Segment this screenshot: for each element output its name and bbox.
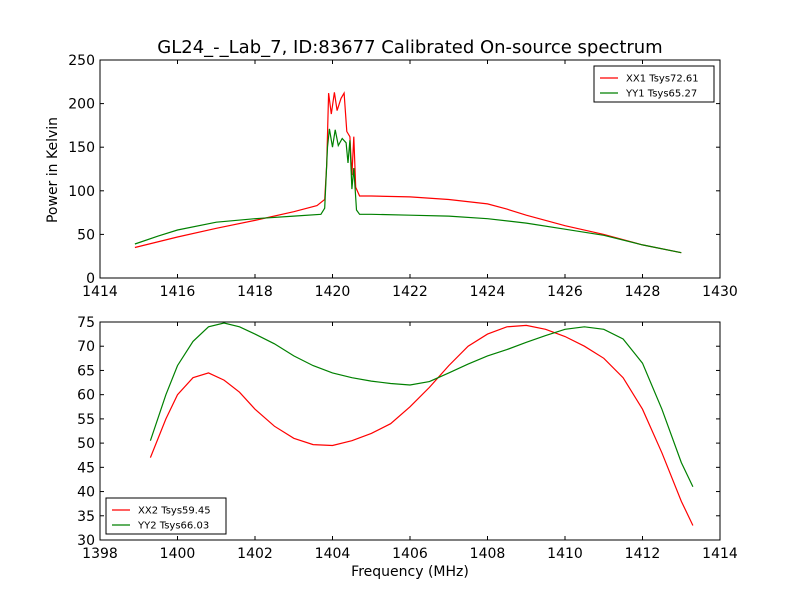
series-line-0 — [134, 91, 682, 254]
series-line-1 — [134, 128, 682, 254]
x-tick-label: 1426 — [547, 284, 583, 300]
x-tick-label: 1402 — [237, 546, 273, 562]
top-y-axis-title: Power in Kelvin — [45, 117, 61, 223]
legend-label: XX2 Tsys59.45 — [138, 506, 211, 517]
y-tick-label: 75 — [77, 315, 95, 331]
x-tick-label: 1412 — [625, 546, 661, 562]
x-tick-label: 1422 — [392, 284, 428, 300]
y-tick-label: 35 — [77, 509, 95, 525]
legend: XX2 Tsys59.45 YY2 Tsys66.03 — [105, 497, 227, 535]
series-line-0 — [149, 324, 694, 526]
y-tick-label: 70 — [77, 339, 95, 355]
x-tick-label: 1414 — [702, 546, 738, 562]
x-axis-title: Frequency (MHz) — [351, 564, 469, 580]
y-tick-label: 100 — [68, 184, 95, 200]
x-tick-label: 1408 — [470, 546, 506, 562]
y-tick-label: 200 — [68, 97, 95, 113]
y-tick-label: 0 — [86, 271, 95, 287]
y-tick-label: 30 — [77, 533, 95, 549]
y-tick-label: 55 — [77, 412, 95, 428]
y-tick-label: 40 — [77, 485, 95, 501]
x-tick-label: 1398 — [82, 546, 118, 562]
x-tick-label: 1418 — [237, 284, 273, 300]
y-tick-label: 150 — [68, 140, 95, 156]
y-tick-label: 65 — [77, 363, 95, 379]
legend-label: YY1 Tsys65.27 — [625, 89, 697, 100]
y-tick-label: 50 — [77, 436, 95, 452]
x-tick-label: 1430 — [702, 284, 738, 300]
x-tick-label: 1416 — [160, 284, 196, 300]
chart-title: GL24_-_Lab_7, ID:83677 Calibrated On-sou… — [157, 37, 662, 58]
x-tick-label: 1424 — [470, 284, 506, 300]
y-tick-label: 250 — [68, 53, 95, 69]
legend-box — [105, 497, 227, 535]
x-tick-label: 1400 — [160, 546, 196, 562]
x-tick-label: 1406 — [392, 546, 428, 562]
top-panel: 1414 1416 1418 1420 1422 1424 1426 1428 1430 0 50 1… — [68, 53, 738, 300]
x-tick-label: 1420 — [315, 284, 351, 300]
legend-box — [593, 65, 715, 103]
x-tick-label: 1410 — [547, 546, 583, 562]
legend-label: YY2 Tsys66.03 — [137, 521, 209, 532]
series-line-1 — [149, 322, 694, 487]
y-tick-label: 60 — [77, 388, 95, 404]
x-tick-label: 1428 — [625, 284, 661, 300]
y-tick-label: 45 — [77, 460, 95, 476]
legend: XX1 Tsys72.61 YY1 Tsys65.27 — [593, 65, 715, 103]
x-tick-label: 1404 — [315, 546, 351, 562]
bottom-panel: 1398 1400 1402 1404 1406 1408 1410 1412 1414 30 35… — [77, 315, 738, 562]
y-tick-label: 50 — [77, 227, 95, 243]
x-tick-label: 1414 — [82, 284, 118, 300]
legend-label: XX1 Tsys72.61 — [626, 74, 699, 85]
